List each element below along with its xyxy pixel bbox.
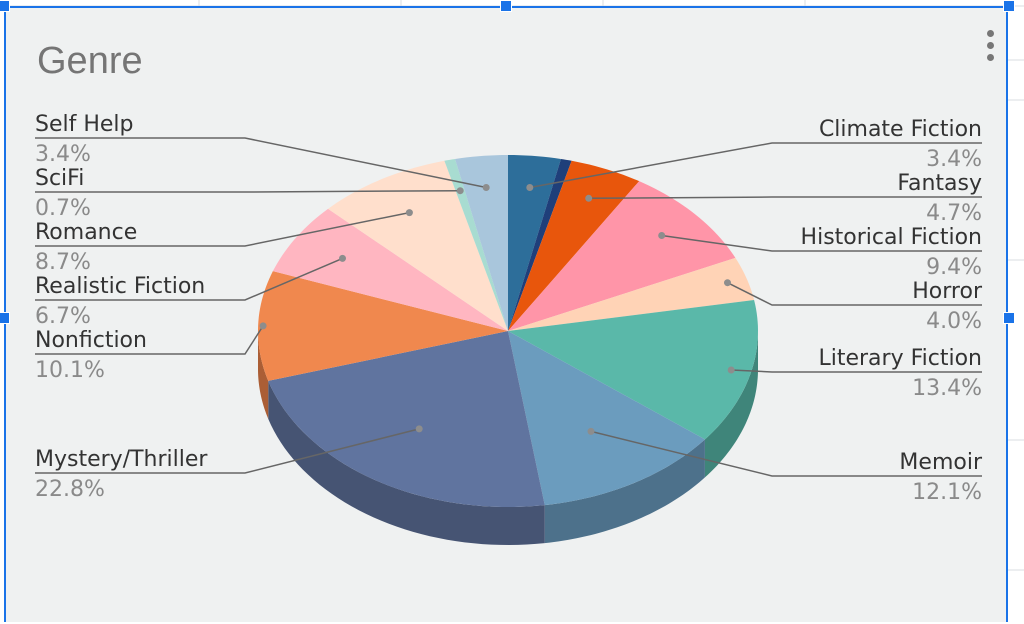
label-pct-horror: 4.0% — [926, 309, 982, 334]
pie-top — [258, 155, 758, 507]
leader-line-climate-fiction — [529, 142, 982, 189]
pie-slice-mystery-thriller[interactable] — [268, 331, 545, 507]
chart-container[interactable]: Genre Climate Fiction 3.4% Fantasy 4.7% Hist… — [4, 6, 1008, 622]
leader-dot-historical-fiction — [658, 232, 666, 239]
label-literary-fiction: Literary Fiction — [818, 346, 982, 371]
leader-dot-mystery-thriller — [415, 425, 423, 433]
chart-title: Genre — [37, 40, 143, 82]
leader-line-horror — [727, 282, 982, 306]
pie-slice-climate-fiction[interactable] — [508, 155, 561, 331]
label-mystery-thriller: Mystery/Thriller — [35, 447, 208, 472]
pie-slice-memoir[interactable] — [508, 331, 705, 506]
pie-labels: Climate Fiction3.4%Fantasy4.7%Historical… — [35, 112, 983, 505]
pie-side-literary-fiction — [704, 331, 758, 478]
pie-slice-realistic-fiction[interactable] — [272, 208, 508, 331]
leader-line-historical-fiction — [661, 234, 982, 252]
pie-side-mystery-thriller — [268, 380, 545, 545]
pie-slice-nonfiction[interactable] — [258, 271, 508, 381]
label-climate-fiction: Climate Fiction — [819, 117, 982, 142]
resize-handle-top[interactable] — [500, 0, 512, 12]
leader-line-romance — [35, 211, 410, 247]
label-scifi: SciFi — [35, 166, 84, 191]
label-pct-mystery-thriller: 22.8% — [35, 477, 105, 502]
label-pct-nonfiction: 10.1% — [35, 358, 105, 383]
label-horror: Horror — [912, 279, 983, 304]
leader-line-memoir — [590, 430, 982, 477]
resize-handle-left[interactable] — [0, 312, 10, 324]
resize-handle-top-right[interactable] — [1003, 0, 1015, 12]
leader-dot-horror — [724, 279, 731, 287]
label-romance: Romance — [35, 220, 137, 245]
pie-slice-romance[interactable] — [328, 160, 508, 331]
leader-line-self-help — [35, 137, 487, 189]
label-pct-memoir: 12.1% — [912, 480, 982, 505]
leader-dot-realistic-fiction — [339, 254, 346, 262]
pie-slice-horror[interactable] — [508, 257, 755, 331]
pie-slice-literary-fiction[interactable] — [508, 299, 758, 440]
leader-line-mystery-thriller — [35, 428, 420, 474]
pie-sides — [258, 331, 758, 545]
pie-slice-fantasy[interactable] — [508, 160, 640, 331]
leader-dot-self-help — [482, 184, 490, 191]
pie-side-nonfiction — [258, 331, 269, 419]
label-pct-realistic-fiction: 6.7% — [35, 304, 91, 329]
leader-line-literary-fiction — [731, 369, 982, 373]
pie-chart: Climate Fiction3.4%Fantasy4.7%Historical… — [35, 112, 983, 545]
resize-handle-right[interactable] — [1003, 312, 1015, 324]
more-options-icon[interactable] — [984, 28, 998, 64]
leader-dot-literary-fiction — [727, 366, 735, 374]
label-memoir: Memoir — [899, 450, 983, 475]
leader-dot-fantasy — [585, 194, 593, 202]
leader-line-scifi — [35, 189, 461, 193]
pie-side-memoir — [544, 439, 705, 544]
leader-dot-scifi — [456, 187, 464, 195]
label-pct-literary-fiction: 13.4% — [912, 376, 982, 401]
resize-handle-top-left[interactable] — [0, 0, 10, 12]
pie-slice-unlabeled[interactable] — [508, 158, 572, 331]
label-pct-self-help: 3.4% — [35, 142, 91, 167]
leader-line-realistic-fiction — [35, 257, 343, 301]
leader-line-fantasy — [588, 196, 982, 200]
label-pct-scifi: 0.7% — [35, 196, 91, 221]
label-pct-romance: 8.7% — [35, 250, 91, 275]
label-fantasy: Fantasy — [897, 171, 982, 196]
pie-slice-historical-fiction[interactable] — [508, 181, 736, 331]
label-pct-historical-fiction: 9.4% — [926, 255, 982, 280]
pie-slice-self-help[interactable] — [455, 155, 508, 331]
leader-dot-romance — [405, 209, 413, 217]
leader-line-nonfiction — [35, 325, 264, 355]
label-pct-fantasy: 4.7% — [926, 201, 982, 226]
leader-dot-memoir — [587, 427, 595, 435]
leader-dot-climate-fiction — [526, 184, 534, 191]
label-self-help: Self Help — [35, 112, 134, 137]
label-realistic-fiction: Realistic Fiction — [35, 274, 205, 299]
label-nonfiction: Nonfiction — [35, 328, 147, 353]
label-pct-climate-fiction: 3.4% — [926, 147, 982, 172]
pie-slice-scifi[interactable] — [444, 158, 508, 331]
leader-dot-nonfiction — [259, 322, 267, 330]
label-historical-fiction: Historical Fiction — [801, 225, 982, 250]
